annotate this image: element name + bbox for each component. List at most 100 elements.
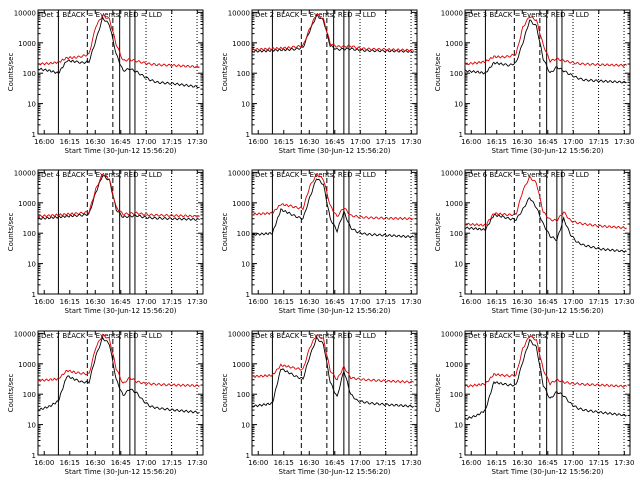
x-axis-label: Start Time (30-Jun-12 15:56:20)	[65, 147, 177, 155]
detector-panel-5: 1 10 100 1000 10000 16:00 16:15 16:30 16:45 17:00…	[221, 169, 421, 315]
y-tick-label: 1	[32, 291, 36, 299]
panel-title: Det 2 BLACK = Events, RED = LLD	[255, 11, 376, 19]
x-tick-label: 17:30	[614, 138, 634, 146]
y-tick-label: 10	[454, 261, 463, 269]
y-tick-label: 100	[237, 391, 250, 399]
plot-frame	[251, 169, 418, 295]
series-lld-line	[464, 16, 627, 68]
x-tick-label: 17:30	[614, 298, 634, 306]
x-axis-label: Start Time (30-Jun-12 15:56:20)	[492, 307, 604, 315]
plot-frame	[37, 169, 204, 295]
y-tick-label: 10000	[228, 330, 250, 338]
series-events-line	[37, 175, 200, 221]
x-tick-label: 16:30	[85, 459, 105, 467]
x-tick-label: 16:30	[299, 298, 319, 306]
y-tick-label: 1000	[18, 200, 36, 208]
x-axis-label: Start Time (30-Jun-12 15:56:20)	[279, 468, 391, 476]
y-tick-label: 100	[237, 230, 250, 238]
y-tick-label: 1000	[445, 361, 463, 369]
x-axis-label: Start Time (30-Jun-12 15:56:20)	[65, 468, 177, 476]
panel-title: Det 1 BLACK = Events, RED = LLD	[41, 11, 162, 19]
detector-panel-4: 1 10 100 1000 10000 16:00 16:15 16:30 16:45 17:00…	[7, 169, 207, 315]
x-tick-label: 16:15	[487, 138, 507, 146]
x-tick-label: 16:00	[34, 138, 54, 146]
y-axis-label: Counts/sec	[221, 213, 229, 252]
x-axis-label: Start Time (30-Jun-12 15:56:20)	[65, 307, 177, 315]
x-tick-label: 16:15	[274, 459, 294, 467]
x-tick-label: 17:00	[136, 298, 156, 306]
series-events-line	[251, 13, 414, 54]
y-tick-label: 10	[27, 101, 36, 109]
x-tick-label: 16:30	[299, 138, 319, 146]
x-tick-label: 16:30	[512, 298, 532, 306]
y-tick-label: 1	[459, 452, 463, 460]
series-events-line	[37, 15, 200, 89]
x-tick-label: 17:15	[589, 298, 609, 306]
plot-frame	[251, 9, 418, 135]
series-events-line	[251, 178, 414, 239]
panel-title: Det 3 BLACK = Events, RED = LLD	[468, 11, 589, 19]
series-events-line	[464, 339, 627, 421]
series-lld-line	[251, 13, 414, 52]
y-axis-label: Counts/sec	[7, 213, 15, 252]
x-tick-label: 16:00	[34, 298, 54, 306]
y-axis-label: Counts/sec	[434, 53, 442, 92]
y-tick-label: 10000	[441, 9, 463, 17]
plot-frame	[464, 169, 631, 295]
series-lld-line	[464, 175, 627, 230]
y-tick-label: 1	[459, 131, 463, 139]
x-tick-label: 17:30	[187, 298, 207, 306]
x-tick-label: 16:45	[325, 138, 345, 146]
x-tick-label: 16:45	[538, 298, 558, 306]
x-axis-label: Start Time (30-Jun-12 15:56:20)	[492, 147, 604, 155]
panel-title: Det 6 BLACK = Events, RED = LLD	[468, 171, 589, 179]
y-axis-label: Counts/sec	[7, 374, 15, 413]
x-tick-label: 16:00	[461, 298, 481, 306]
x-tick-label: 16:15	[487, 459, 507, 467]
detector-panel-7: 1 10 100 1000 10000 16:00 16:15 16:30 16:45 17:00…	[7, 330, 207, 476]
x-tick-label: 17:15	[589, 138, 609, 146]
detector-panel-9: 1 10 100 1000 10000 16:00 16:15 16:30 16:45 17:00…	[434, 330, 634, 476]
y-tick-label: 1000	[18, 40, 36, 48]
x-tick-label: 16:30	[85, 298, 105, 306]
x-tick-label: 16:30	[299, 459, 319, 467]
y-tick-label: 1	[32, 452, 36, 460]
x-tick-label: 17:15	[162, 138, 182, 146]
x-tick-label: 16:45	[538, 459, 558, 467]
y-tick-label: 10	[454, 422, 463, 430]
series-lld-line	[464, 335, 627, 388]
x-tick-label: 17:30	[401, 459, 421, 467]
y-tick-label: 1	[246, 291, 250, 299]
y-tick-label: 10000	[228, 169, 250, 177]
x-tick-label: 17:00	[136, 459, 156, 467]
y-tick-label: 1000	[232, 361, 250, 369]
x-tick-label: 17:15	[376, 298, 396, 306]
x-tick-label: 17:15	[376, 459, 396, 467]
detector-panel-8: 1 10 100 1000 10000 16:00 16:15 16:30 16:45 17:00…	[221, 330, 421, 476]
y-tick-label: 1	[32, 131, 36, 139]
plot-frame	[37, 9, 204, 135]
y-tick-label: 100	[23, 391, 36, 399]
plot-frame	[464, 9, 631, 135]
y-tick-label: 10	[454, 101, 463, 109]
detector-panel-1: 1 10 100 1000 10000 16:00 16:15 16:30 16:45 17:00…	[7, 9, 207, 155]
y-tick-label: 100	[450, 391, 463, 399]
x-tick-label: 16:15	[60, 138, 80, 146]
x-tick-label: 17:30	[187, 459, 207, 467]
x-tick-label: 16:45	[111, 298, 131, 306]
x-tick-label: 16:15	[274, 298, 294, 306]
x-tick-label: 17:15	[589, 459, 609, 467]
x-tick-label: 16:00	[461, 459, 481, 467]
x-tick-label: 17:30	[401, 138, 421, 146]
y-tick-label: 1000	[445, 200, 463, 208]
y-tick-label: 1	[459, 291, 463, 299]
y-tick-label: 1000	[445, 40, 463, 48]
y-tick-label: 10	[241, 101, 250, 109]
x-tick-label: 17:30	[614, 459, 634, 467]
x-tick-label: 16:00	[248, 298, 268, 306]
x-tick-label: 17:00	[136, 138, 156, 146]
x-tick-label: 16:30	[512, 459, 532, 467]
y-tick-label: 10000	[14, 330, 36, 338]
y-tick-label: 10000	[228, 9, 250, 17]
x-tick-label: 16:00	[461, 138, 481, 146]
